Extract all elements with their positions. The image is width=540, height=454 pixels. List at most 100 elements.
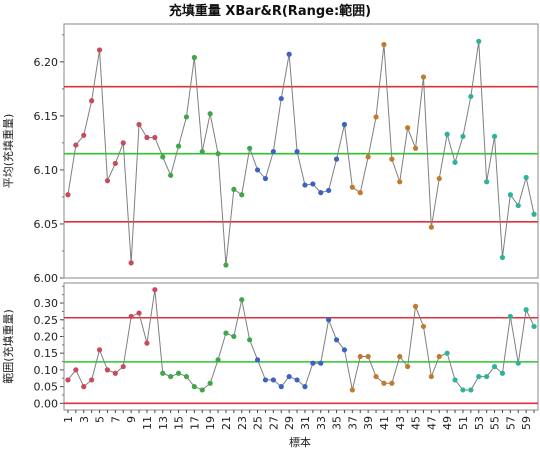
range-data-point: [207, 380, 213, 386]
xbar-data-point: [499, 254, 506, 261]
xbar-data-point: [491, 133, 498, 140]
x-tick-label: 21: [220, 416, 233, 430]
xbar-data-point: [341, 121, 348, 128]
range-y-tick-label: 0.10: [34, 364, 59, 377]
range-plot-frame: [63, 282, 539, 411]
xbar-data-point: [223, 262, 229, 268]
range-data-point: [389, 380, 395, 386]
xbar-y-tick-label: 6.00: [34, 272, 59, 285]
xbar-data-point: [136, 121, 142, 128]
xbar-data-point: [191, 54, 197, 61]
x-tick-label: 39: [362, 416, 375, 430]
x-tick-label: 47: [425, 416, 438, 430]
xbar-y-axis-title: 平均(充填重量): [1, 114, 15, 189]
range-data-point: [349, 387, 355, 393]
x-tick-label: 37: [346, 416, 359, 430]
xbar-plot-frame: [63, 23, 539, 279]
xbar-data-point: [412, 145, 419, 151]
x-tick-label: 31: [299, 416, 312, 430]
xbar-data-point: [152, 134, 158, 141]
range-data-point: [341, 347, 348, 353]
x-tick-label: 33: [315, 416, 328, 430]
xbar-data-point: [531, 211, 537, 217]
xbar-data-point: [262, 175, 269, 182]
range-data-point: [405, 363, 411, 370]
x-tick-label: 15: [173, 416, 186, 430]
range-data-point: [81, 384, 87, 390]
x-tick-label: 11: [141, 416, 154, 430]
xbar-data-point: [405, 125, 411, 131]
range-data-point: [523, 307, 529, 313]
range-data-point: [286, 373, 292, 380]
x-tick-label: 17: [188, 416, 201, 430]
xbar-data-point: [278, 95, 284, 102]
x-tick-label: 3: [78, 416, 91, 423]
x-tick-label: 25: [252, 416, 265, 430]
xbar-data-point: [523, 174, 529, 181]
range-data-point: [397, 353, 403, 360]
range-data-point: [223, 330, 229, 336]
range-data-point: [199, 387, 205, 393]
xbar-data-point: [436, 175, 442, 182]
x-tick-label: 19: [204, 416, 217, 430]
x-tick-label: 35: [331, 416, 344, 430]
xbar-data-point: [247, 145, 253, 151]
xbar-y-tick-label: 6.05: [34, 218, 59, 231]
xbar-data-point: [199, 148, 205, 155]
range-data-point: [357, 353, 363, 360]
xbar-data-point: [326, 187, 332, 194]
xbar-data-point: [254, 167, 261, 173]
range-data-point: [484, 373, 490, 380]
range-data-point: [247, 337, 253, 343]
xbar-data-point: [144, 134, 150, 141]
range-data-point: [381, 380, 387, 386]
xbar-data-point: [168, 172, 174, 178]
range-data-point: [326, 317, 332, 323]
xbar-data-point: [239, 192, 245, 198]
x-tick-label: 59: [520, 416, 533, 430]
range-y-tick-label: 0.20: [34, 330, 59, 343]
xbar-data-point: [507, 192, 513, 198]
xbar-data-point: [318, 190, 324, 196]
range-data-point: [262, 377, 269, 383]
range-data-point: [183, 373, 190, 380]
xbar-data-point: [333, 156, 340, 162]
xbar-data-point: [294, 148, 300, 155]
xbar-data-point: [270, 148, 276, 155]
range-data-point: [373, 373, 379, 380]
x-tick-label: 23: [236, 416, 249, 430]
range-y-tick-label: 0.30: [34, 297, 59, 310]
range-data-point: [144, 340, 150, 346]
xbar-data-point: [476, 38, 482, 44]
range-data-point: [152, 287, 158, 293]
xbar-data-point: [120, 140, 126, 146]
range-data-point: [89, 377, 95, 383]
xbar-data-point: [207, 111, 213, 117]
range-data-point: [191, 384, 197, 390]
range-data-point: [420, 323, 427, 330]
range-data-point: [175, 370, 182, 376]
range-y-tick-label: 0.25: [34, 314, 59, 327]
range-data-point: [318, 360, 324, 366]
range-data-point: [310, 360, 316, 366]
range-data-point: [515, 360, 521, 366]
x-tick-label: 5: [94, 416, 107, 423]
xbar-data-point: [389, 156, 395, 162]
x-tick-label: 27: [267, 416, 280, 430]
range-data-point: [96, 347, 103, 353]
xbar-data-point: [381, 41, 387, 48]
xbar-data-point: [286, 51, 292, 57]
xbar-data-point: [468, 93, 474, 100]
x-tick-label: 9: [125, 416, 138, 423]
range-data-point: [231, 333, 237, 340]
xbar-data-point: [96, 47, 103, 53]
x-tick-label: 45: [410, 416, 423, 430]
range-data-point: [499, 370, 506, 376]
xbar-data-point: [104, 178, 111, 184]
range-data-point: [468, 387, 474, 393]
xbar-data-point: [302, 182, 308, 188]
x-tick-label: 49: [441, 416, 454, 430]
xbar-data-point: [310, 181, 316, 187]
range-data-point: [65, 377, 71, 383]
